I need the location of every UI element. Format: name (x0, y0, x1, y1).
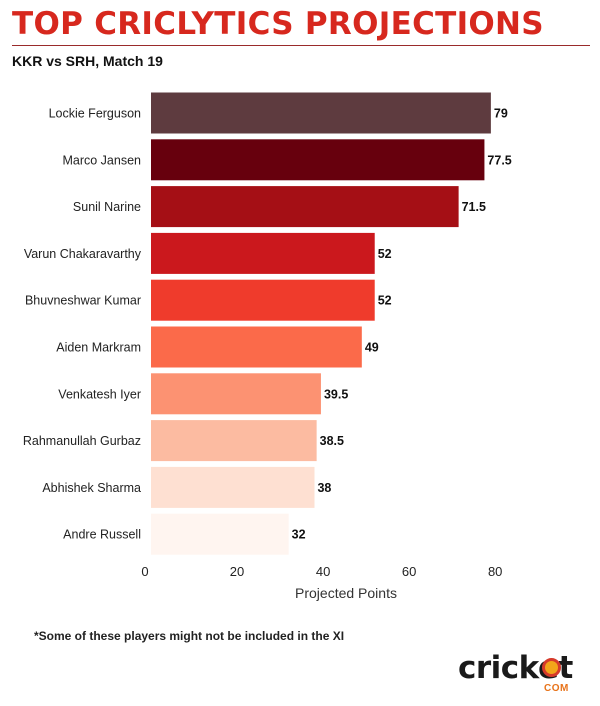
bar-andre-russell (151, 513, 289, 555)
bar-lockie-ferguson (151, 92, 491, 134)
value-label: 38.5 (320, 434, 344, 448)
bar-aiden-markram (151, 326, 362, 368)
category-label: Aiden Markram (56, 341, 141, 355)
category-label: Marco Jansen (62, 153, 141, 167)
bar-varun-chakaravarthy (151, 232, 375, 274)
bar-marco-jansen (151, 139, 485, 181)
category-label: Andre Russell (63, 528, 141, 542)
bar-rahmanullah-gurbaz (151, 420, 317, 462)
match-subtitle: KKR vs SRH, Match 19 (12, 53, 163, 69)
category-label: Sunil Narine (73, 200, 141, 214)
logo-suffix: COM (544, 683, 569, 694)
x-tick-label: 60 (402, 564, 416, 579)
bar-bhuvneshwar-kumar (151, 279, 375, 321)
bar-sunil-narine (151, 186, 459, 228)
category-labels: Lockie Ferguson Marco Jansen Sunil Narine V… (23, 107, 142, 542)
footnote: *Some of these players might not be incl… (34, 629, 345, 643)
value-label: 79 (494, 107, 508, 121)
projection-bar-chart: Lockie Ferguson Marco Jansen Sunil Narine V… (23, 92, 512, 601)
x-tick-label: 0 (141, 564, 148, 579)
x-axis-ticks: 0 20 40 60 80 (141, 564, 502, 579)
x-axis-title: Projected Points (295, 585, 397, 601)
value-label: 52 (378, 294, 392, 308)
category-label: Varun Chakaravarthy (24, 247, 142, 261)
value-label: 77.5 (487, 153, 511, 167)
value-label: 71.5 (462, 200, 486, 214)
cricket-ball-icon (542, 658, 561, 677)
value-label: 38 (317, 481, 331, 495)
bars-layer (151, 92, 491, 555)
value-labels: 79 77.5 71.5 52 52 49 39.5 38.5 38 32 (292, 107, 512, 542)
category-label: Bhuvneshwar Kumar (25, 294, 141, 308)
x-tick-label: 40 (316, 564, 330, 579)
category-label: Abhishek Sharma (42, 481, 141, 495)
value-label: 32 (292, 528, 306, 542)
bar-abhishek-sharma (151, 466, 315, 508)
x-tick-label: 20 (230, 564, 244, 579)
value-label: 49 (365, 341, 379, 355)
title-divider (12, 45, 590, 46)
cricket-com-logo: cricket COM (458, 650, 588, 696)
page-title: TOP CRICLYTICS PROJECTIONS (12, 6, 544, 42)
category-label: Venkatesh Iyer (58, 387, 141, 401)
bar-venkatesh-iyer (151, 373, 321, 415)
category-label: Rahmanullah Gurbaz (23, 434, 141, 448)
x-tick-label: 80 (488, 564, 502, 579)
value-label: 52 (378, 247, 392, 261)
category-label: Lockie Ferguson (49, 107, 141, 121)
value-label: 39.5 (324, 387, 348, 401)
